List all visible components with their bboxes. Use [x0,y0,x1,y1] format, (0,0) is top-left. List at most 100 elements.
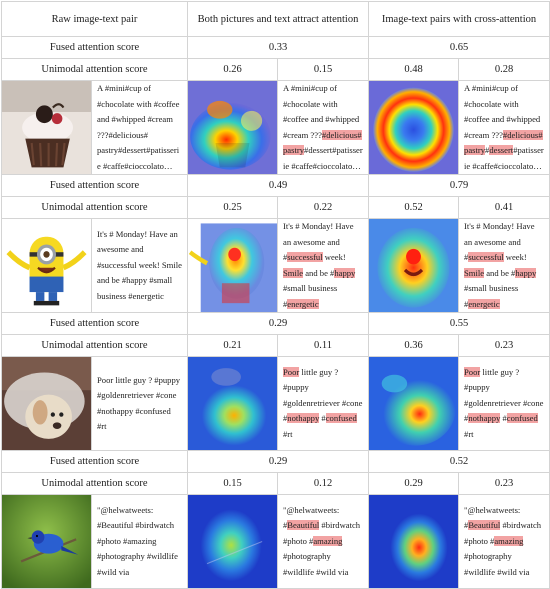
unimodal-score-row: Unimodal attention score 0.21 0.11 0.36 … [1,334,550,357]
attention-map-cross-puppy [368,356,460,451]
raw-text: It's # Monday! Have an awesome and #succ… [91,218,188,313]
highlighted-word: nothappy [468,413,501,424]
attention-map-both-cupcake [187,80,278,175]
highlighted-word: amazing [494,535,524,546]
header-raw: Raw image-text pair [1,1,188,37]
highlighted-word: pastry [464,145,486,155]
fused-score-label: Fused attention score [1,174,188,197]
fused-score-cross: 0.79 [368,174,550,197]
highlighted-word: Smile [464,267,485,278]
highlighted-text-cross-content: It's # Monday! Have an awesome and #succ… [464,221,537,309]
sample-row: "@helwatweets: # Beautiful #birdwatch #ph… [1,494,550,589]
highlighted-word: amazing [313,535,343,546]
text-segment: #small business # [283,283,338,309]
raw-image-bird [1,494,92,589]
highlighted-text-both-content: A #mini#cup of #chocolate with #coffee a… [283,83,363,171]
highlighted-word: successful [468,252,504,262]
text-segment: # [319,413,326,424]
raw-text-content: A #mini#cup of #chocolate with #coffee a… [97,83,180,171]
unimodal-both-image-score: 0.15 [187,472,278,495]
attention-map-cross-bird [368,494,460,589]
highlighted-text-cross: "@helwatweets: #Beautiful #birdwatch #ph… [458,494,550,589]
text-segment: week! [322,252,346,262]
text-segment: and be # [484,267,516,278]
highlighted-text-cross: A #mini#cup of #chocolate with #coffee a… [458,80,550,175]
unimodal-both-text-score: 0.15 [276,58,370,81]
highlighted-text-both: A #mini#cup of #chocolate with #coffee a… [276,80,370,175]
text-segment: It's # Monday! Have an awesome and # [464,221,535,262]
raw-text: "@helwatweets: #Beautiful #birdwatch #ph… [91,494,188,589]
highlighted-word: #delicious# [502,129,543,140]
fused-score-cross: 0.55 [368,312,550,335]
highlighted-text-cross-content: A #mini#cup of #chocolate with #coffee a… [464,83,544,171]
unimodal-score-label: Unimodal attention score [1,196,188,219]
highlighted-word: happy [334,267,356,278]
unimodal-score-row: Unimodal attention score 0.15 0.12 0.29 … [1,472,550,495]
raw-image-minion [1,218,92,313]
highlighted-word: nothappy [287,413,320,424]
highlighted-text-both: Poor little guy ? #puppy #goldenretrieve… [276,356,370,451]
highlighted-word: confused [325,413,357,424]
text-segment: #birdwatch #photo # [283,520,361,546]
unimodal-cross-text-score: 0.28 [458,58,550,81]
raw-text-content: Poor little guy ? #puppy #goldenretrieve… [97,374,181,432]
text-segment: and be # [303,267,335,278]
header-cross: Image-text pairs with cross-attention [368,1,550,37]
highlighted-word: Smile [283,267,304,278]
raw-text: A #mini#cup of #chocolate with #coffee a… [91,80,188,175]
fused-score-both: 0.29 [186,312,370,335]
highlighted-text-cross: Poor little guy ? #puppy #goldenretrieve… [458,356,550,451]
raw-image-puppy [1,356,92,451]
highlighted-text-both-content: Poor little guy ? #puppy #goldenretrieve… [283,366,363,439]
raw-text-content: It's # Monday! Have an awesome and #succ… [97,228,182,301]
raw-image-cupcake [1,80,92,175]
unimodal-both-image-score: 0.26 [187,58,278,81]
fused-score-cross: 0.52 [368,450,550,473]
highlighted-word: energetic [287,298,319,309]
highlighted-word: successful [287,252,323,262]
fused-score-label: Fused attention score [1,450,188,473]
attention-map-both-puppy [187,356,278,451]
text-segment: #birdwatch #photo # [464,520,542,546]
highlighted-word: energetic [468,298,500,309]
highlighted-word: happy [515,267,537,278]
unimodal-both-image-score: 0.25 [187,196,278,219]
text-segment: "@helwatweets: # [464,504,521,531]
fused-score-row: Fused attention score 0.29 0.55 [1,312,550,335]
fused-score-row: Fused attention score 0.49 0.79 [1,174,550,197]
highlighted-word: pastry [283,145,305,155]
highlighted-word: Poor [283,366,300,377]
unimodal-cross-text-score: 0.23 [458,472,550,495]
fused-score-both: 0.29 [186,450,370,473]
highlighted-word: Beautiful [287,520,320,531]
attention-map-cross-minion [368,218,460,313]
fused-score-both: 0.49 [186,174,370,197]
unimodal-both-text-score: 0.12 [276,472,370,495]
unimodal-score-label: Unimodal attention score [1,472,188,495]
fused-score-row: Fused attention score 0.29 0.52 [1,450,550,473]
text-segment: #rt [283,428,293,439]
text-segment: #small business # [464,283,519,309]
text-segment: little guy ? #puppy #goldenretriever #co… [283,366,363,424]
text-segment: week! [503,252,527,262]
unimodal-cross-image-score: 0.36 [368,334,460,357]
highlighted-text-cross: It's # Monday! Have an awesome and #succ… [458,218,550,313]
text-segment: #photography #wildlife #wild via [283,551,349,577]
text-segment: #patisserie #caffe#cioccolato… [464,145,544,171]
highlighted-text-both: "@helwatweets: #Beautiful #birdwatch #ph… [276,494,370,589]
unimodal-score-label: Unimodal attention score [1,58,188,81]
sample-row: It's # Monday! Have an awesome and #succ… [1,218,550,313]
fused-score-label: Fused attention score [1,36,188,59]
unimodal-score-row: Unimodal attention score 0.25 0.22 0.52 … [1,196,550,219]
highlighted-text-cross-content: Poor little guy ? #puppy #goldenretrieve… [464,366,543,439]
text-segment: #rt [464,428,474,439]
unimodal-cross-text-score: 0.23 [458,334,550,357]
highlighted-word: confused [506,413,538,424]
raw-text-content: "@helwatweets: #Beautiful #birdwatch #ph… [97,504,178,577]
header-both: Both pictures and text attract attention [186,1,370,37]
unimodal-both-text-score: 0.11 [276,334,370,357]
unimodal-both-image-score: 0.21 [187,334,278,357]
fused-score-both: 0.33 [186,36,370,59]
unimodal-cross-text-score: 0.41 [458,196,550,219]
attention-map-both-bird [187,494,278,589]
